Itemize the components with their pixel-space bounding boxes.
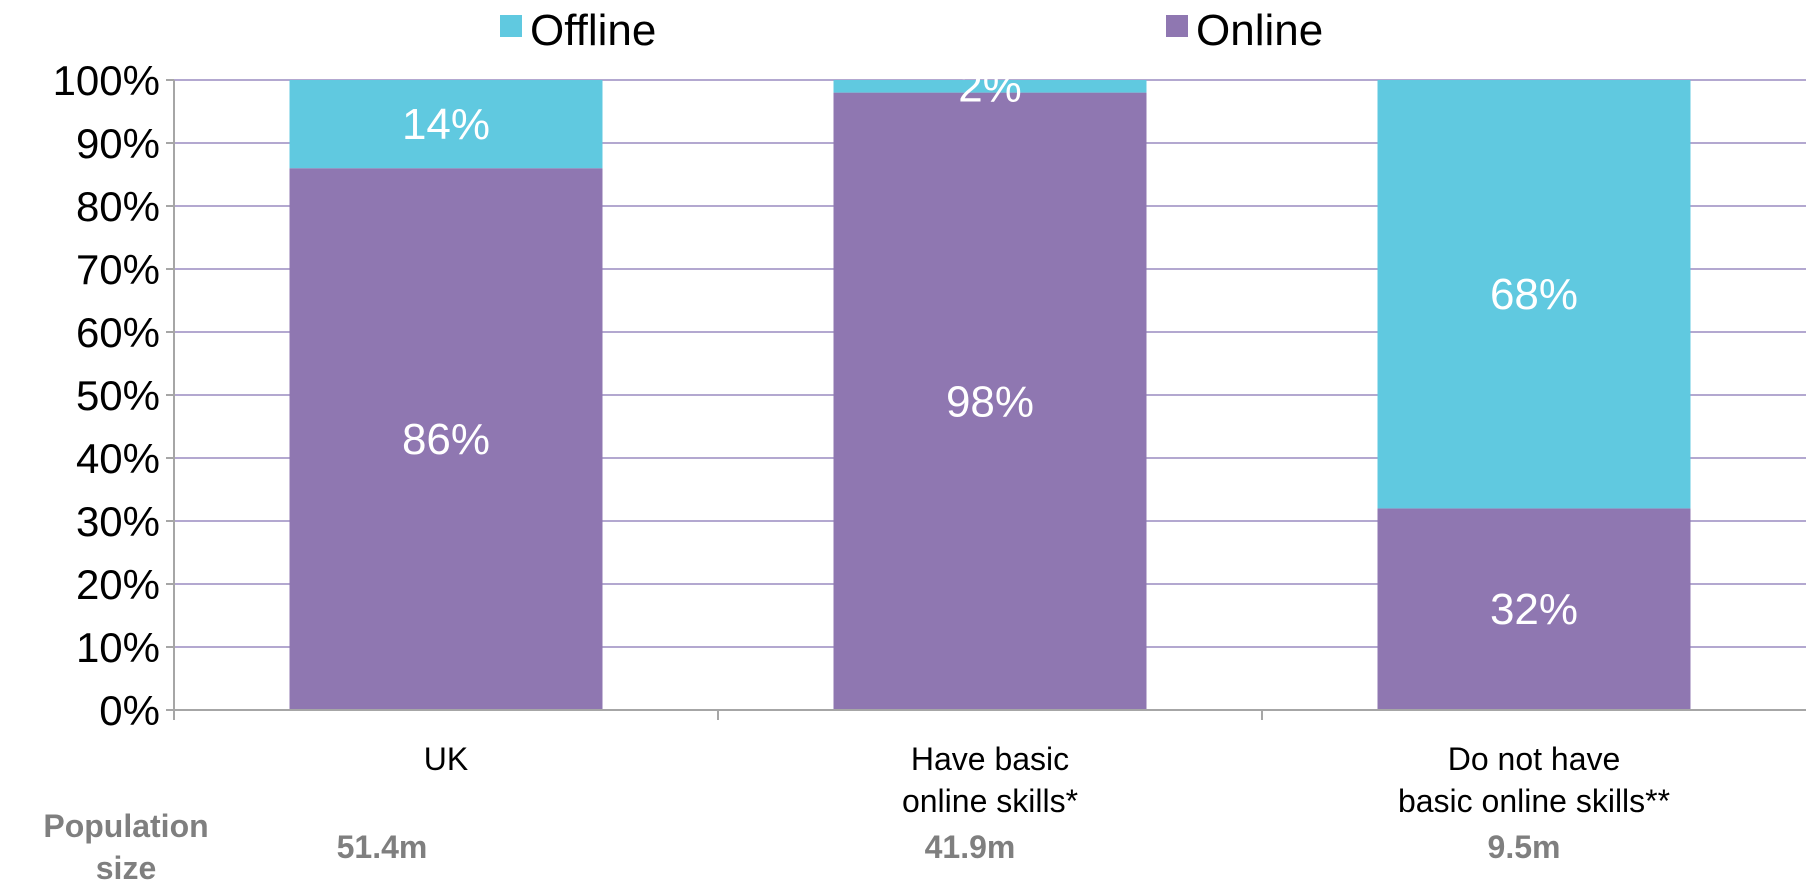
data-label-online: 32% <box>1490 585 1578 634</box>
y-tick-label: 0% <box>99 687 160 734</box>
data-label-offline: 14% <box>402 100 490 149</box>
bar-segment-online <box>289 168 603 710</box>
legend-swatch-online <box>1166 15 1188 37</box>
y-tick-label: 30% <box>76 498 160 545</box>
y-tick-label: 10% <box>76 624 160 671</box>
bars <box>289 80 1691 711</box>
y-tick-label: 60% <box>76 309 160 356</box>
y-tick-label: 20% <box>76 561 160 608</box>
population-label: size <box>96 850 156 880</box>
category-label: UK <box>424 741 468 777</box>
y-tick-label: 40% <box>76 435 160 482</box>
y-tick-label: 100% <box>53 57 160 104</box>
data-labels: 86% 14% 98% 2% 32% 68% <box>402 62 1578 634</box>
data-label-online: 98% <box>946 377 1034 426</box>
bar-segment-offline <box>289 80 603 169</box>
y-tick-label: 50% <box>76 372 160 419</box>
population-value: 41.9m <box>925 829 1016 865</box>
data-label-offline: 68% <box>1490 270 1578 319</box>
bar-segment-offline <box>1377 80 1691 509</box>
y-tick-label: 70% <box>76 246 160 293</box>
bar-segment-online <box>1377 508 1691 710</box>
legend-label-online: Online <box>1196 6 1323 55</box>
legend: Offline Online <box>500 6 1323 55</box>
population-value: 9.5m <box>1488 829 1561 865</box>
category-label: Have basic <box>911 741 1069 777</box>
category-label: Do not have <box>1448 741 1621 777</box>
category-label: online skills* <box>902 783 1078 819</box>
population-value: 51.4m <box>337 829 428 865</box>
data-label-online: 86% <box>402 415 490 464</box>
population-label: Population <box>43 808 208 844</box>
legend-label-offline: Offline <box>530 6 656 55</box>
bar-segment-offline <box>833 80 1147 93</box>
y-tick-label: 90% <box>76 120 160 167</box>
legend-swatch-offline <box>500 15 522 37</box>
axes: 0% 10% 20% 30% 40% 50% 60% 70% 80% 90% 100% UK Have … <box>53 57 1806 819</box>
y-tick-label: 80% <box>76 183 160 230</box>
bar-segment-online <box>833 92 1147 711</box>
population-row: 51.4m 41.9m 9.5m Population size <box>43 808 1561 885</box>
category-label: basic online skills** <box>1398 783 1670 819</box>
data-label-offline: 2% <box>958 62 1022 111</box>
